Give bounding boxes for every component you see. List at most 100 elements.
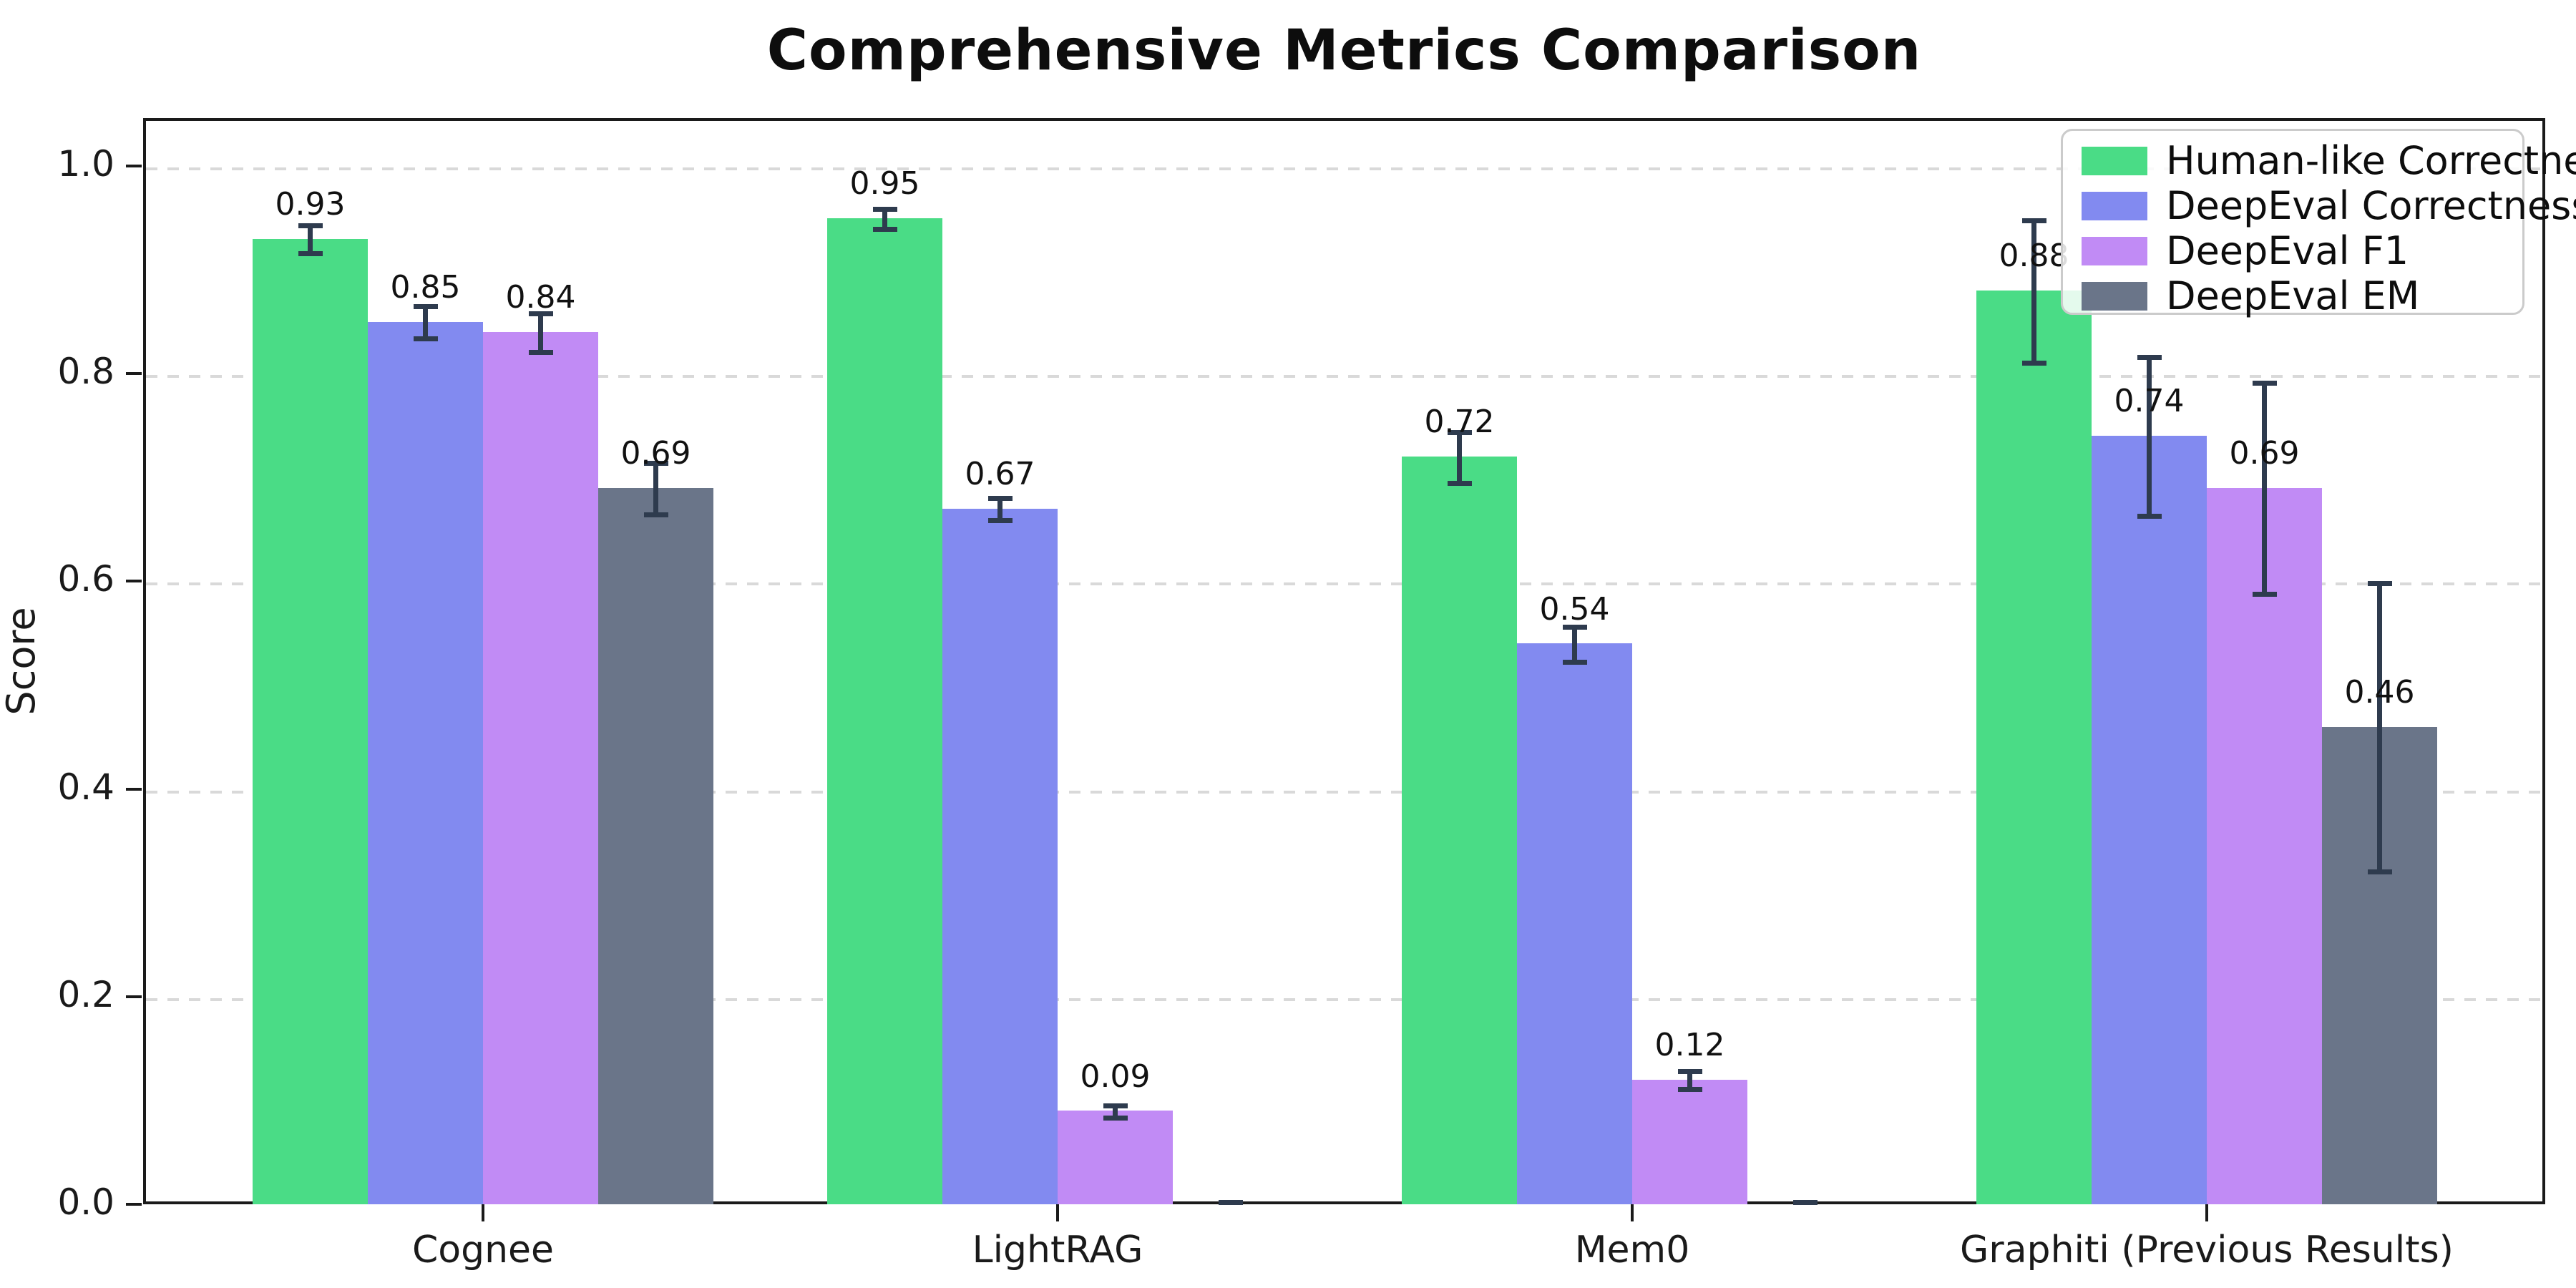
y-tick-label: 0.6 (57, 558, 114, 600)
bar-value-label: 0.12 (1654, 1026, 1725, 1063)
error-bar-cap-bottom (2137, 514, 2162, 519)
bar-value-label: 0.69 (2229, 434, 2300, 472)
bar-value-label: 0.72 (1424, 404, 1495, 441)
bar-value-label: 0.46 (2344, 673, 2415, 711)
bar-2-3 (1517, 643, 1632, 1204)
x-tick-mark (1056, 1204, 1059, 1221)
error-bar-cap-bottom (1103, 1115, 1128, 1121)
error-bar (308, 223, 313, 255)
error-bar-cap-top (413, 303, 438, 309)
bar-value-label: 0.84 (505, 279, 576, 316)
error-bar (1457, 429, 1462, 484)
bar-value-label: 0.69 (620, 434, 691, 472)
error-bar (538, 311, 543, 353)
y-tick-label: 0.4 (57, 766, 114, 808)
error-bar-cap-bottom (1447, 481, 1472, 486)
bar-value-label: 0.85 (390, 268, 461, 306)
bar-1-4 (1976, 291, 2092, 1204)
chart-title: Comprehensive Metrics Comparison (766, 19, 1922, 83)
error-bar (1687, 1069, 1692, 1091)
y-tick-label: 0.0 (57, 1181, 114, 1223)
x-tick-label: Mem0 (1574, 1229, 1690, 1272)
gridline (146, 582, 2542, 586)
y-tick-mark (126, 372, 142, 376)
error-bar-cap-bottom (1677, 1087, 1702, 1093)
legend-swatch (2082, 236, 2147, 265)
error-bar-cap-top (643, 461, 668, 467)
error-bar (2262, 381, 2267, 595)
bar-3-3 (1632, 1080, 1747, 1204)
bar-3-1 (483, 332, 598, 1204)
error-bar-cap-top (987, 496, 1013, 502)
error-bar (1572, 625, 1577, 663)
error-bar (2147, 355, 2152, 517)
error-bar-cap-top (1792, 1200, 1818, 1206)
bar-value-label: 0.54 (1539, 590, 1610, 628)
gridline (146, 997, 2542, 1001)
error-bar-cap-top (1677, 1069, 1702, 1075)
legend-label: DeepEval EM (2166, 273, 2420, 318)
error-bar-cap-bottom (2252, 592, 2277, 597)
y-tick-mark (126, 787, 142, 791)
error-bar-cap-top (1218, 1200, 1243, 1206)
bar-4-1 (598, 488, 713, 1204)
bar-1-1 (253, 239, 368, 1204)
error-bar-cap-bottom (2367, 869, 2392, 874)
y-tick-label: 0.2 (57, 973, 114, 1015)
error-bar (2031, 218, 2036, 364)
error-bar-cap-top (2137, 355, 2162, 361)
error-bar-cap-bottom (1562, 659, 1587, 665)
legend-label: DeepEval F1 (2166, 228, 2409, 273)
error-bar-cap-top (1562, 625, 1587, 630)
error-bar (423, 303, 428, 340)
legend-item-1: Human-like Correctness (2082, 138, 2576, 183)
y-tick-label: 0.8 (57, 351, 114, 393)
error-bar-cap-top (298, 223, 323, 228)
legend-label: DeepEval Correctness (2166, 183, 2576, 228)
error-bar-cap-top (2252, 381, 2277, 386)
bar-value-label: 0.93 (275, 185, 346, 223)
x-tick-label: LightRAG (972, 1229, 1143, 1272)
error-bar-cap-top (2021, 218, 2046, 223)
error-bar-cap-bottom (2021, 360, 2046, 366)
y-tick-label: 1.0 (57, 143, 114, 185)
legend-swatch (2082, 191, 2147, 220)
legend-swatch (2082, 146, 2147, 175)
error-bar-cap-bottom (643, 512, 668, 517)
error-bar-cap-bottom (298, 251, 323, 257)
error-bar-cap-top (1447, 429, 1472, 435)
bar-value-label: 0.09 (1080, 1058, 1151, 1095)
y-tick-mark (126, 995, 142, 998)
x-tick-mark (482, 1204, 484, 1221)
bar-value-label: 0.67 (965, 455, 1035, 492)
bar-value-label: 0.95 (849, 165, 920, 202)
bar-2-2 (942, 509, 1058, 1204)
gridline (146, 167, 2542, 170)
legend-label: Human-like Correctness (2166, 138, 2576, 183)
error-bar-cap-bottom (528, 350, 553, 356)
bar-3-2 (1058, 1111, 1173, 1204)
x-tick-mark (2205, 1204, 2208, 1221)
error-bar-cap-bottom (413, 336, 438, 342)
gridline (146, 375, 2542, 379)
error-bar (997, 496, 1002, 522)
legend-item-3: DeepEval F1 (2082, 228, 2504, 273)
error-bar-cap-bottom (872, 226, 897, 232)
error-bar-cap-top (872, 206, 897, 212)
bar-value-label: 0.88 (1999, 238, 2069, 275)
bar-3-4 (2207, 488, 2322, 1204)
error-bar-cap-top (1103, 1103, 1128, 1109)
bar-2-1 (368, 322, 483, 1204)
y-tick-mark (126, 580, 142, 583)
error-bar (882, 206, 887, 230)
x-tick-mark (1631, 1204, 1634, 1221)
error-bar (1113, 1103, 1118, 1118)
error-bar (653, 461, 658, 515)
error-bar (2377, 581, 2382, 872)
y-tick-mark (126, 1203, 142, 1206)
gridline (146, 790, 2542, 794)
legend-item-2: DeepEval Correctness (2082, 183, 2576, 228)
legend-swatch (2082, 281, 2147, 311)
